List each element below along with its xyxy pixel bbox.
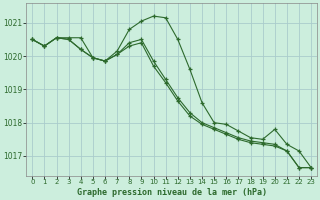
X-axis label: Graphe pression niveau de la mer (hPa): Graphe pression niveau de la mer (hPa): [77, 188, 267, 197]
